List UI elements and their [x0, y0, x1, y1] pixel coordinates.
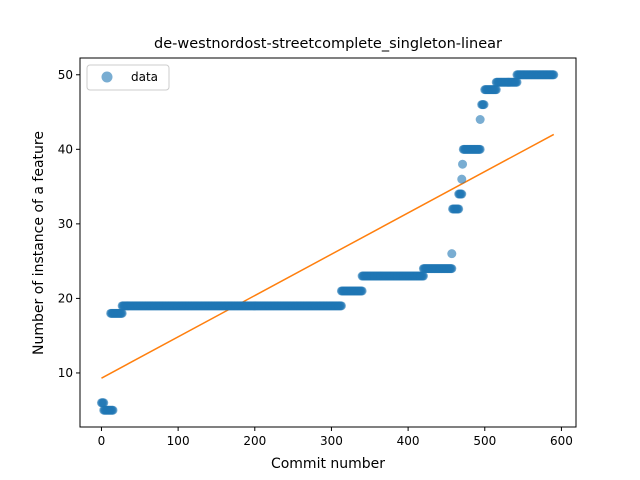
y-tick-label: 40	[58, 142, 73, 156]
y-tick-label: 30	[58, 217, 73, 231]
data-point	[117, 308, 127, 318]
y-axis-ticks: 10 20 30 40 50	[58, 68, 80, 380]
legend-marker	[101, 71, 113, 83]
data-point	[108, 405, 118, 415]
x-tick-label: 500	[473, 434, 496, 448]
x-tick-label: 400	[397, 434, 420, 448]
legend: data	[86, 64, 170, 91]
x-tick-label: 200	[243, 434, 266, 448]
y-tick-label: 10	[58, 366, 73, 380]
data-point	[458, 159, 468, 169]
data-point	[479, 100, 489, 110]
x-tick-label: 300	[320, 434, 343, 448]
x-tick-label: 600	[550, 434, 573, 448]
plot-frame	[79, 57, 577, 428]
fit-line	[101, 133, 555, 379]
chart-title: de-westnordost-streetcomplete_singleton-…	[154, 36, 502, 52]
y-tick-label: 50	[58, 68, 73, 82]
data-point	[357, 286, 367, 296]
data-point	[447, 249, 457, 259]
legend-box	[86, 64, 170, 91]
data-point	[99, 398, 109, 408]
x-tick-label: 0	[98, 434, 106, 448]
fit-line-layer	[101, 133, 555, 379]
legend-label-data: data	[131, 70, 158, 84]
data-points-layer	[96, 70, 559, 415]
data-point	[457, 174, 467, 184]
x-axis-ticks: 0 100 200 300 400 500 600	[98, 427, 573, 448]
data-point	[457, 189, 467, 199]
data-point	[475, 115, 485, 124]
x-tick-label: 100	[167, 434, 190, 448]
y-tick-label: 20	[58, 291, 73, 305]
data-point	[491, 85, 501, 95]
data-point	[475, 144, 485, 154]
data-point	[447, 264, 457, 274]
x-axis-label: Commit number	[271, 456, 385, 472]
data-point	[512, 77, 522, 87]
data-point	[549, 70, 559, 80]
data-point	[454, 204, 464, 214]
y-axis-label: Number of instance of a feature	[31, 131, 47, 355]
data-point	[418, 271, 428, 281]
data-point	[336, 301, 346, 311]
